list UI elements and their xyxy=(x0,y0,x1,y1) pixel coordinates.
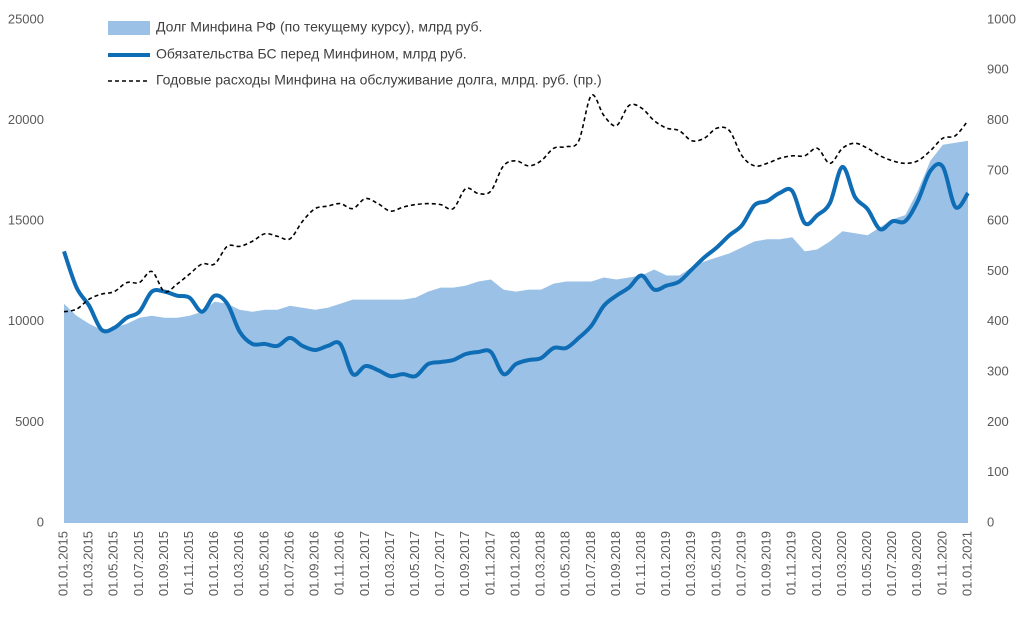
y-tick-label: 25000 xyxy=(8,11,44,26)
x-tick-label: 01.05.2018 xyxy=(558,531,573,596)
x-tick-label: 01.07.2016 xyxy=(281,531,296,596)
y2-tick-label: 1000 xyxy=(987,11,1016,26)
x-tick-label: 01.11.2018 xyxy=(633,531,648,595)
y2-tick-label: 100 xyxy=(987,464,1009,479)
x-tick-label: 01.03.2018 xyxy=(533,531,548,596)
y2-tick-label: 200 xyxy=(987,414,1009,429)
x-tick-label: 01.01.2019 xyxy=(658,531,673,596)
legend-label: Годовые расходы Минфина на обслуживание … xyxy=(156,72,602,88)
x-tick-label: 01.03.2019 xyxy=(683,531,698,596)
x-tick-label: 01.11.2015 xyxy=(181,531,196,595)
x-tick-label: 01.07.2018 xyxy=(583,531,598,596)
x-tick-label: 01.01.2016 xyxy=(206,531,221,596)
x-tick-label: 01.09.2019 xyxy=(759,531,774,596)
x-tick-label: 01.01.2017 xyxy=(357,531,372,596)
x-tick-label: 01.11.2016 xyxy=(332,531,347,595)
x-tick-label: 01.03.2015 xyxy=(81,531,96,596)
legend-label: Обязательства БС перед Минфином, млрд ру… xyxy=(156,46,467,62)
y2-tick-label: 600 xyxy=(987,213,1009,228)
legend-swatch xyxy=(108,21,150,35)
line xyxy=(62,162,970,379)
x-tick-label: 01.05.2015 xyxy=(106,531,121,596)
x-tick-label: 01.09.2017 xyxy=(457,531,472,596)
x-tick-label: 01.03.2016 xyxy=(231,531,246,596)
x-tick-label: 01.11.2019 xyxy=(784,531,799,595)
y-tick-label: 20000 xyxy=(8,112,44,127)
x-tick-label: 01.01.2020 xyxy=(809,531,824,596)
y2-tick-label: 900 xyxy=(987,62,1009,77)
x-tick-label: 01.07.2020 xyxy=(884,531,899,596)
x-tick-label: 01.05.2017 xyxy=(407,531,422,596)
legend-label: Долг Минфина РФ (по текущему курсу), млр… xyxy=(156,19,482,35)
x-tick-label: 01.01.2018 xyxy=(507,531,522,596)
x-tick-label: 01.05.2016 xyxy=(256,531,271,596)
y2-tick-label: 0 xyxy=(987,514,994,529)
x-tick-label: 01.09.2015 xyxy=(156,531,171,596)
x-tick-label: 01.09.2018 xyxy=(608,531,623,596)
y2-tick-label: 700 xyxy=(987,162,1009,177)
y2-tick-label: 500 xyxy=(987,263,1009,278)
dashed-line xyxy=(63,94,969,313)
x-tick-label: 01.07.2017 xyxy=(432,531,447,596)
y2-tick-label: 400 xyxy=(987,313,1009,328)
y2-tick-label: 300 xyxy=(987,364,1009,379)
y-tick-label: 0 xyxy=(37,514,44,529)
x-tick-label: 01.07.2019 xyxy=(733,531,748,596)
y-tick-label: 15000 xyxy=(8,213,44,228)
x-tick-label: 01.05.2020 xyxy=(859,531,874,596)
area xyxy=(64,140,968,523)
x-tick-label: 01.09.2016 xyxy=(307,531,322,596)
y2-tick-label: 800 xyxy=(987,112,1009,127)
x-tick-label: 01.09.2020 xyxy=(909,531,924,596)
x-tick-label: 01.01.2015 xyxy=(55,531,70,596)
x-tick-label: 01.03.2020 xyxy=(834,531,849,596)
y-tick-label: 5000 xyxy=(15,414,44,429)
x-tick-label: 01.11.2017 xyxy=(482,531,497,595)
x-tick-label: 01.01.2021 xyxy=(959,531,974,596)
x-tick-label: 01.11.2020 xyxy=(934,531,949,595)
x-tick-label: 01.03.2017 xyxy=(382,531,397,596)
x-tick-label: 01.05.2019 xyxy=(708,531,723,596)
x-tick-label: 01.07.2015 xyxy=(131,531,146,596)
y-tick-label: 10000 xyxy=(8,313,44,328)
